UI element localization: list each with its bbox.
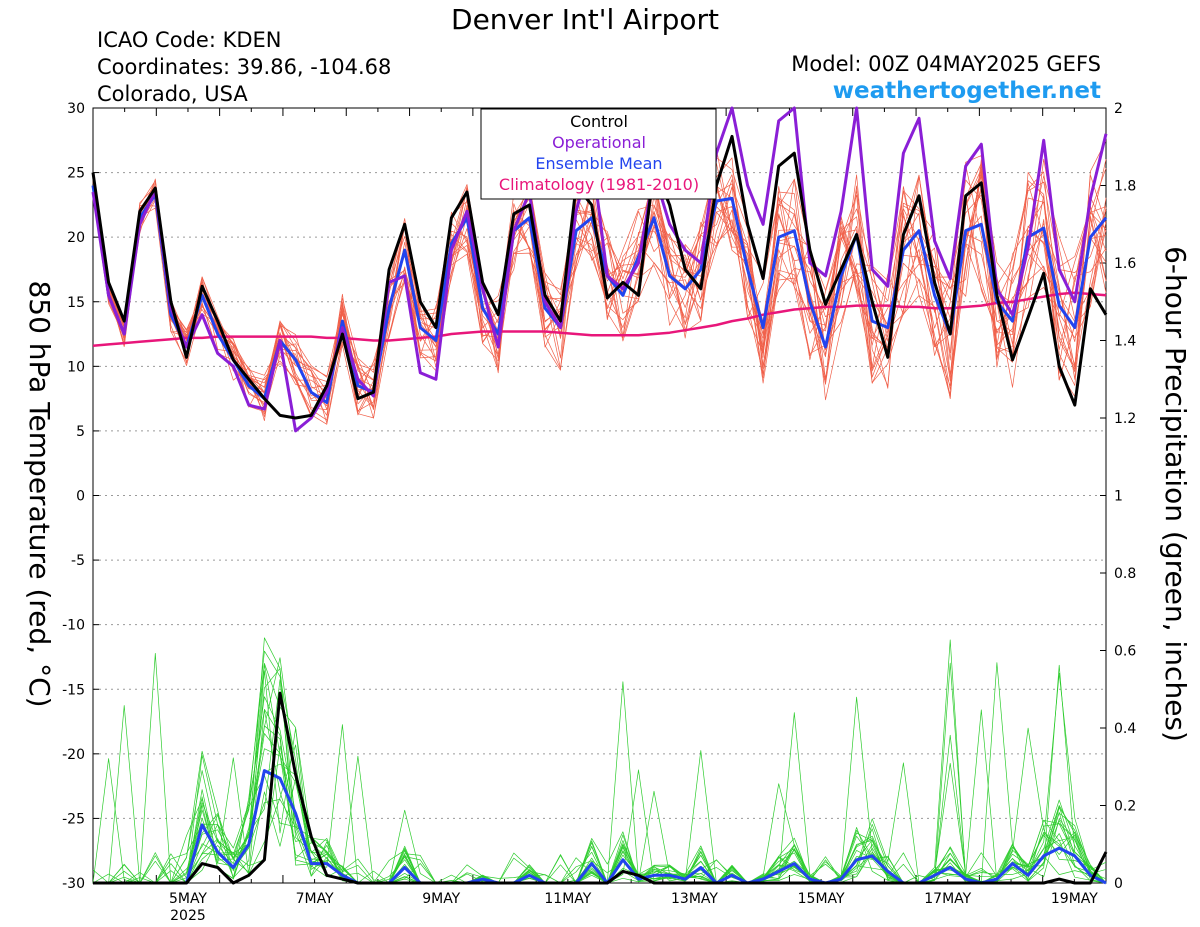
right-tick-label: 1.6 <box>1114 256 1136 272</box>
left-tick-label: 20 <box>67 230 85 246</box>
left-tick-label: -5 <box>71 553 85 569</box>
left-tick-label: -30 <box>62 876 85 892</box>
control-precip-line <box>93 691 1108 885</box>
x-tick-year: 2025 <box>170 908 206 924</box>
ensemble-temperature-member <box>92 165 1107 392</box>
ensemble-precip-member <box>93 798 1107 884</box>
region: Colorado, USA <box>97 82 248 106</box>
left-tick-label: 15 <box>67 295 85 311</box>
left-tick-label: 10 <box>67 359 85 375</box>
ensemble-precip-member <box>93 637 1107 884</box>
x-tick-label: 13MAY <box>671 891 718 907</box>
coordinates: Coordinates: 39.86, -104.68 <box>97 55 391 79</box>
ensemble-mean-precip-line <box>93 769 1107 885</box>
left-tick-label: -15 <box>62 682 85 698</box>
right-tick-label: 0 <box>1114 876 1123 892</box>
legend: Control Operational Ensemble Mean Climat… <box>480 108 717 200</box>
left-tick-label: -20 <box>62 747 85 763</box>
left-tick-label: -10 <box>62 618 85 634</box>
ensemble-precip-member <box>93 672 1107 884</box>
series-layer <box>91 106 1108 885</box>
x-tick-label: 17MAY <box>924 891 971 907</box>
x-tick-label: 9MAY <box>422 891 460 907</box>
grid-lines <box>93 172 1106 819</box>
right-tick-label: 0.6 <box>1114 644 1136 660</box>
ensemble-temperature-member <box>92 140 1107 397</box>
icao-code: ICAO Code: KDEN <box>97 28 282 52</box>
left-tick-label: 30 <box>67 101 85 117</box>
right-tick-label: 1.2 <box>1114 411 1136 427</box>
right-tick-label: 1 <box>1114 489 1123 505</box>
right-tick-label: 0.4 <box>1114 721 1136 737</box>
legend-box <box>480 108 717 200</box>
right-tick-label: 1.8 <box>1114 179 1136 195</box>
ensemble-temperature-member <box>92 167 1107 402</box>
right-tick-label: 1.4 <box>1114 334 1136 350</box>
legend-control: Control <box>570 112 628 131</box>
chart-title: Denver Int'l Airport <box>451 3 719 36</box>
model-run: Model: 00Z 04MAY2025 GEFS <box>791 52 1101 76</box>
left-tick-label: 25 <box>67 166 85 182</box>
left-tick-label: -25 <box>62 811 85 827</box>
right-axis-title: 6-hour Precipitation (green, inches) <box>1159 246 1192 742</box>
ensemble-precip-member <box>92 652 1107 884</box>
legend-climatology: Climatology (1981-2010) <box>499 175 699 194</box>
left-axis-title: 850 hPa Temperature (red, °C) <box>23 280 56 707</box>
x-tick-label: 5MAY <box>169 891 207 907</box>
ensemble-precip-member <box>93 670 1107 884</box>
legend-operational: Operational <box>552 133 646 152</box>
x-tick-label: 11MAY <box>544 891 591 907</box>
left-tick-label: 0 <box>76 489 85 505</box>
climatology-line <box>92 291 1107 347</box>
right-tick-label: 0.2 <box>1114 799 1136 815</box>
legend-ensemble-mean: Ensemble Mean <box>535 154 662 173</box>
x-tick-label: 7MAY <box>296 891 334 907</box>
site-watermark: weathertogether.net <box>833 78 1101 104</box>
x-tick-label: 15MAY <box>798 891 845 907</box>
left-tick-label: 5 <box>76 424 85 440</box>
right-tick-label: 2 <box>1114 101 1123 117</box>
ensemble-precip-member <box>93 650 1107 884</box>
ensemble-temperature-member <box>92 159 1107 405</box>
control-temperature-line <box>91 134 1108 420</box>
operational-temperature-line <box>91 106 1108 433</box>
ensemble-precip-member <box>93 708 1107 884</box>
right-tick-label: 0.8 <box>1114 566 1136 582</box>
right-y-axis: 2 1.8 1.6 1.4 1.2 1 0.8 0.6 0.4 0.2 0 <box>1100 101 1136 892</box>
left-y-axis: 30 25 20 15 10 5 0 -5 -10 -15 -20 -25 -30 <box>62 101 99 892</box>
x-tick-label: 19MAY <box>1051 891 1098 907</box>
